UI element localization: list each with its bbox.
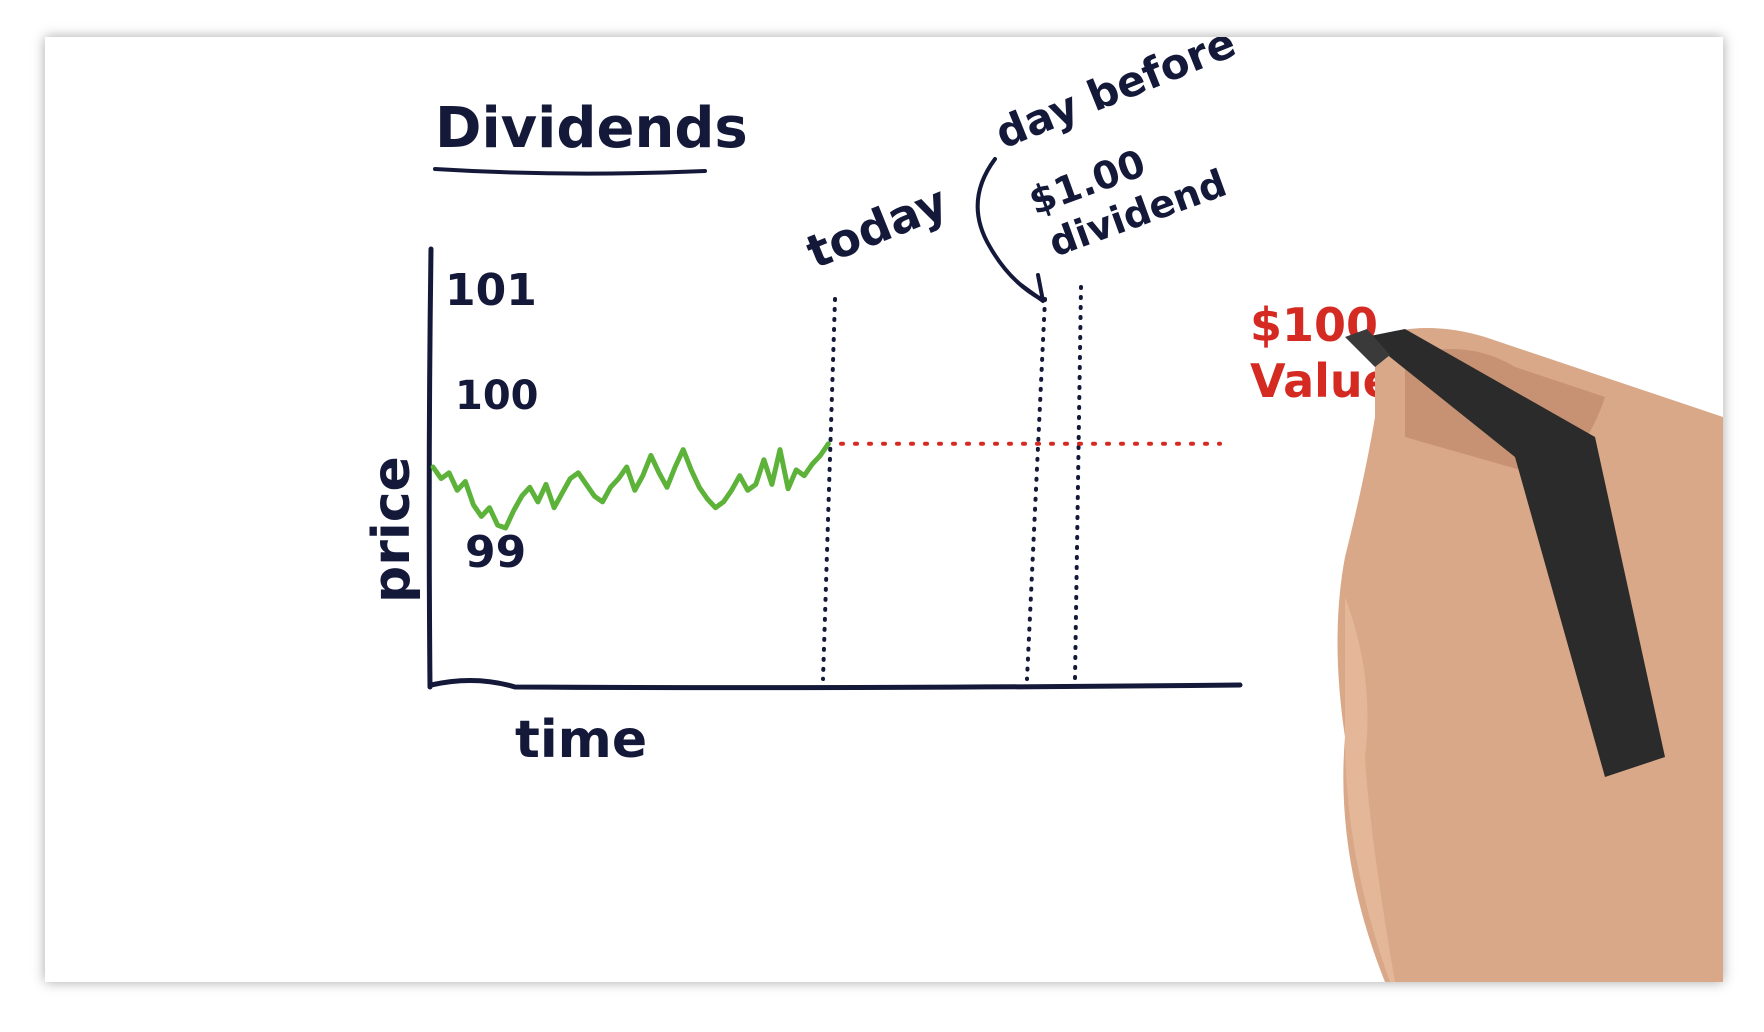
whiteboard-frame: Dividends time price 101 100 99 today da… [45, 37, 1723, 982]
hand-with-marker-image [1337, 328, 1723, 982]
title-underline [433, 167, 707, 176]
x-axis-label: time [515, 710, 647, 770]
dividend-day-marker-line [1073, 285, 1083, 681]
value-word-annotation: Value [1250, 354, 1394, 408]
today-annotation: today [799, 174, 955, 279]
day-before-annotation: day before [988, 37, 1242, 158]
dividends-chart: Dividends time price 101 100 99 today da… [362, 37, 1723, 982]
price-series-line [430, 441, 831, 531]
x-axis [428, 678, 1243, 691]
y-tick-label-101: 101 [445, 265, 537, 316]
today-marker-line [821, 297, 837, 681]
y-tick-label-100: 100 [455, 373, 539, 419]
y-axis-label: price [362, 456, 422, 603]
y-tick-label-99: 99 [465, 527, 526, 578]
y-axis [426, 246, 434, 690]
arrow-head-icon [1019, 273, 1045, 303]
day-before-marker-line [1025, 297, 1047, 681]
chart-title: Dividends [435, 96, 748, 161]
